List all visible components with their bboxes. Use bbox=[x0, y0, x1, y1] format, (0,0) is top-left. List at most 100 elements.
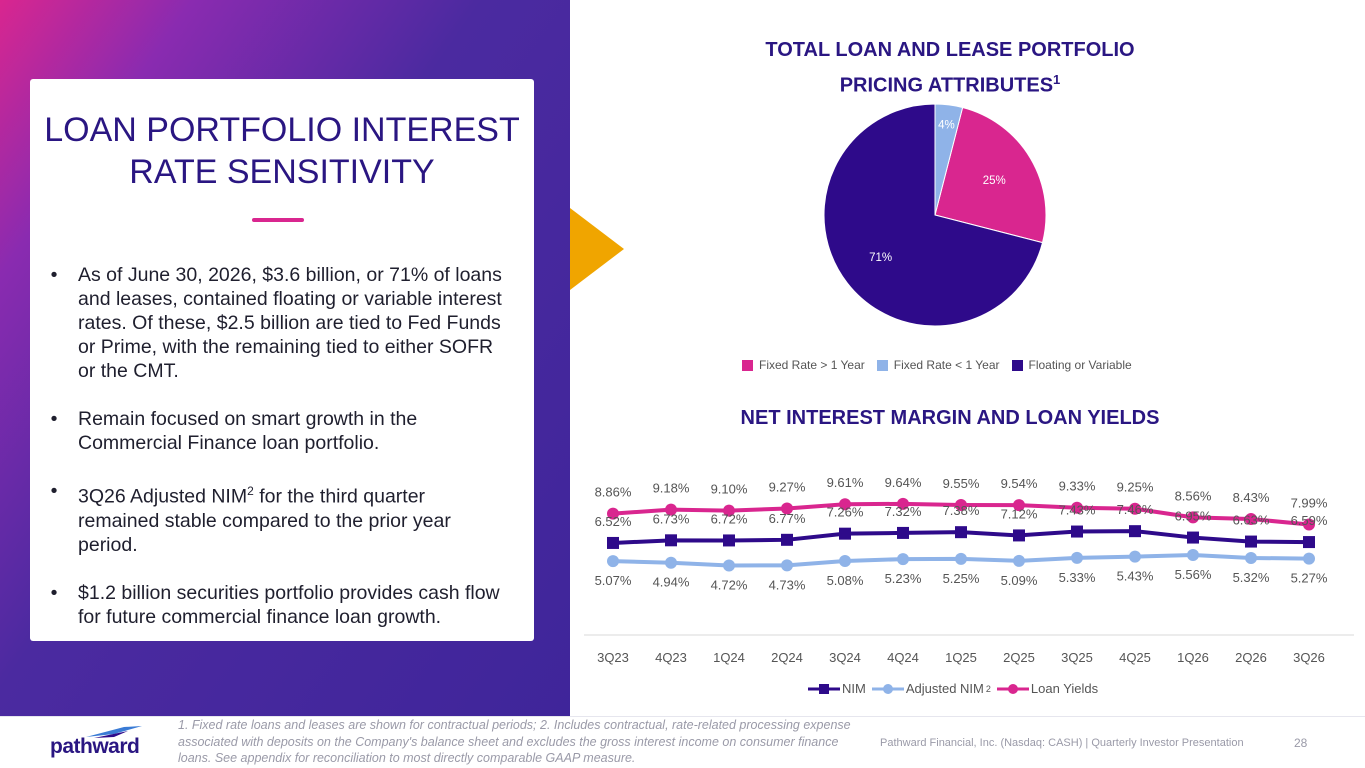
line-chart: 8.86% 9.18% 9.10% 9.27% 9.61% 9.64% 9.55% 9.54%… bbox=[584, 475, 1354, 665]
data-point bbox=[1245, 535, 1257, 548]
data-point bbox=[607, 555, 619, 568]
data-label: 8.56% bbox=[1175, 488, 1212, 503]
data-point bbox=[1129, 502, 1141, 515]
data-point bbox=[1013, 499, 1025, 512]
data-point bbox=[1187, 511, 1199, 524]
x-tick-label: 3Q24 bbox=[829, 650, 861, 665]
pie-slice-label: 71% bbox=[869, 252, 892, 264]
data-label: 6.95% bbox=[1175, 509, 1212, 524]
data-label: 7.46% bbox=[1117, 502, 1154, 517]
data-label: 7.38% bbox=[943, 503, 980, 518]
data-label: 9.64% bbox=[885, 475, 922, 490]
x-tick-label: 4Q25 bbox=[1119, 650, 1151, 665]
arrow-pointer-icon bbox=[570, 208, 624, 290]
data-label: 9.33% bbox=[1059, 479, 1096, 494]
line-chart-title: NET INTEREST MARGIN AND LOAN YIELDS bbox=[740, 407, 1160, 429]
data-label: 7.26% bbox=[827, 505, 864, 520]
bullet-item: • As of June 30, 2026, $3.6 billion, or 7… bbox=[50, 264, 502, 382]
bullet-item: • 3Q26 Adjusted NIM2 for the third quarte… bbox=[50, 480, 451, 556]
bullet-item: • Remain focused on smart growth in the C… bbox=[50, 408, 418, 454]
data-label: 4.94% bbox=[653, 575, 690, 590]
legend-floating: Floating or Variable bbox=[1011, 358, 1132, 372]
data-label: 5.09% bbox=[1001, 573, 1038, 588]
bullet-item: • $1.2 billion securities portfolio provi… bbox=[50, 581, 500, 628]
data-point bbox=[955, 552, 967, 565]
page-number: 28 bbox=[1294, 736, 1308, 750]
pie-slice-label: 4% bbox=[938, 120, 955, 132]
data-point bbox=[1303, 536, 1315, 549]
data-label: 9.18% bbox=[653, 481, 690, 496]
data-label: 5.43% bbox=[1117, 569, 1154, 584]
x-tick-label: 3Q25 bbox=[1061, 650, 1093, 665]
logo-swoosh-icon bbox=[86, 726, 142, 738]
pathward-logo: pathward bbox=[50, 726, 160, 761]
data-point bbox=[1303, 552, 1315, 565]
legend-loan-yields: Loan Yields bbox=[996, 681, 1098, 696]
line-legend: NIM Adjusted NIM 2 Loan Yields bbox=[808, 681, 1098, 696]
data-point bbox=[723, 559, 735, 572]
data-point bbox=[665, 556, 677, 569]
legend-fixed-lt1: Fixed Rate < 1 Year bbox=[876, 358, 1000, 372]
data-label: 5.33% bbox=[1059, 570, 1096, 585]
data-point bbox=[665, 503, 677, 516]
pie-slice-label: 25% bbox=[983, 175, 1006, 187]
data-point bbox=[607, 536, 619, 549]
data-label: 7.12% bbox=[1001, 506, 1038, 521]
data-label: 8.86% bbox=[595, 485, 632, 500]
data-point bbox=[839, 498, 851, 511]
bullet-list: • As of June 30, 2026, $3.6 billion, or 7… bbox=[30, 263, 534, 653]
pie-slice bbox=[934, 103, 964, 216]
summary-card: LOAN PORTFOLIO INTEREST RATE SENSITIVITY… bbox=[30, 79, 534, 641]
data-point bbox=[839, 554, 851, 567]
data-label: 6.73% bbox=[653, 511, 690, 526]
data-label: 7.43% bbox=[1059, 503, 1096, 518]
data-point bbox=[1245, 551, 1257, 564]
legend-fixed-gt1: Fixed Rate > 1 Year bbox=[742, 358, 865, 372]
x-tick-label: 3Q26 bbox=[1293, 650, 1325, 665]
data-label: 9.27% bbox=[769, 479, 806, 494]
data-point bbox=[839, 527, 851, 540]
data-label: 6.52% bbox=[595, 514, 632, 529]
pie-chart: 25% 71% 4% bbox=[823, 103, 1047, 327]
data-point bbox=[955, 526, 967, 539]
pie-chart-title: TOTAL LOAN AND LEASE PORTFOLIO PRICING A… bbox=[765, 39, 1135, 97]
data-label: 5.32% bbox=[1233, 570, 1270, 585]
x-tick-label: 1Q26 bbox=[1177, 650, 1209, 665]
data-point bbox=[1071, 501, 1083, 514]
data-label: 7.99% bbox=[1291, 496, 1328, 511]
data-point bbox=[781, 533, 793, 546]
data-label: 6.59% bbox=[1291, 513, 1328, 528]
data-point bbox=[1187, 531, 1199, 544]
data-point bbox=[665, 534, 677, 547]
legend-adjusted-nim: Adjusted NIM 2 bbox=[871, 681, 991, 696]
card-title-line2: RATE SENSITIVITY bbox=[129, 153, 435, 191]
footer-divider bbox=[0, 716, 1365, 717]
x-tick-label: 3Q23 bbox=[597, 650, 629, 665]
data-label: 5.07% bbox=[595, 573, 632, 588]
data-label: 5.08% bbox=[827, 573, 864, 588]
data-point bbox=[1129, 525, 1141, 538]
data-label: 7.32% bbox=[885, 504, 922, 519]
data-label: 5.56% bbox=[1175, 567, 1212, 582]
x-tick-label: 4Q23 bbox=[655, 650, 687, 665]
company-line: Pathward Financial, Inc. (Nasdaq: CASH) … bbox=[880, 737, 1244, 749]
x-tick-label: 2Q24 bbox=[771, 650, 803, 665]
data-point bbox=[781, 502, 793, 515]
x-tick-label: 2Q26 bbox=[1235, 650, 1267, 665]
data-point bbox=[1013, 529, 1025, 542]
pie-legend: Fixed Rate > 1 Year Fixed Rate < 1 Year … bbox=[742, 358, 1132, 372]
data-point bbox=[1013, 554, 1025, 567]
data-point bbox=[1071, 551, 1083, 564]
data-label: 9.54% bbox=[1001, 476, 1038, 491]
data-point bbox=[897, 526, 909, 539]
data-label: 6.77% bbox=[769, 511, 806, 526]
data-label: 6.72% bbox=[711, 511, 748, 526]
data-point bbox=[1187, 548, 1199, 561]
x-tick-label: 2Q25 bbox=[1003, 650, 1035, 665]
data-label: 9.10% bbox=[711, 482, 748, 497]
footnote: 1. Fixed rate loans and leases are shown… bbox=[178, 718, 851, 765]
data-label: 9.25% bbox=[1117, 480, 1154, 495]
x-tick-label: 1Q24 bbox=[713, 650, 745, 665]
card-title: LOAN PORTFOLIO INTEREST RATE SENSITIVITY bbox=[30, 109, 534, 193]
x-tick-label: 4Q24 bbox=[887, 650, 919, 665]
